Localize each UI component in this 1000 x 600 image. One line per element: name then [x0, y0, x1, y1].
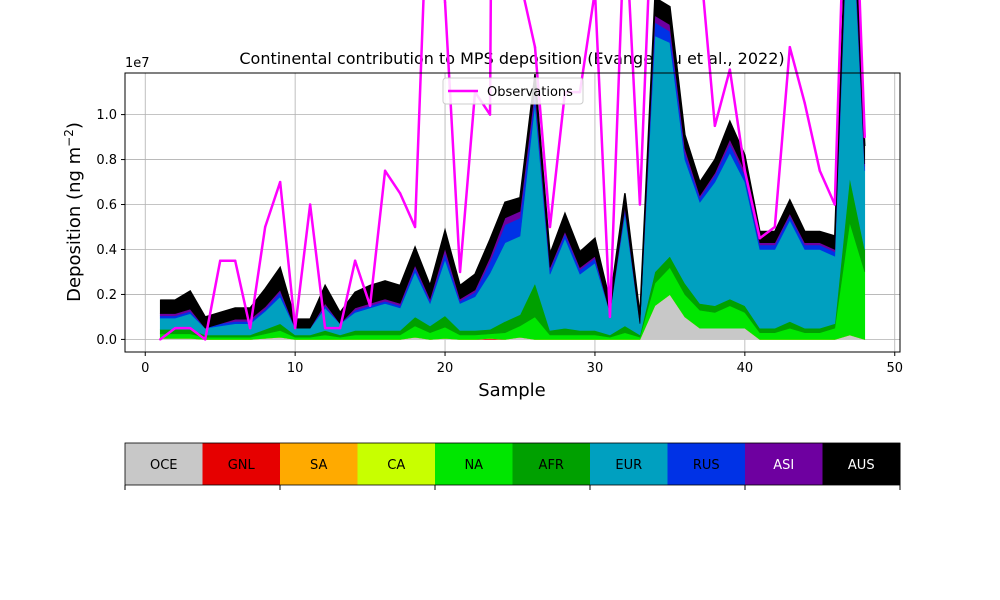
y-tick-label: 0.6	[96, 198, 117, 213]
observation-point	[533, 45, 537, 49]
y-axis-title-close: )	[64, 122, 85, 129]
observation-point	[743, 169, 747, 172]
colorbar-swatch-sa	[280, 443, 358, 485]
observation-point	[159, 338, 162, 341]
observation-point	[608, 315, 612, 319]
observation-point	[308, 203, 312, 206]
observation-point	[189, 326, 192, 330]
colorbar-label-na: NA	[464, 458, 483, 473]
colorbar: OCE GNL SA CA NA AFR EUR RUS ASI AUS	[124, 442, 901, 490]
observation-point	[638, 203, 642, 206]
observation-point	[713, 124, 717, 128]
colorbar-swatch-ca	[357, 443, 436, 485]
colorbar-swatch-oce	[125, 443, 203, 485]
observation-point	[758, 237, 762, 240]
observation-point	[174, 326, 177, 330]
observation-point	[248, 326, 252, 330]
colorbar-swatch-asi	[745, 443, 823, 485]
colorbar-swatch-aus	[822, 443, 901, 485]
colorbar-swatch-na	[435, 443, 513, 485]
colorbar-label-gnl: GNL	[228, 458, 256, 473]
observation-point	[338, 326, 342, 330]
observation-point	[368, 304, 372, 307]
x-axis-title: Sample	[478, 380, 546, 401]
legend-observations-label: Observations	[487, 85, 573, 100]
observation-point	[204, 338, 207, 341]
legend-box	[442, 77, 584, 105]
observation-point	[233, 259, 237, 262]
y-tick-label: 0.4	[96, 243, 117, 258]
observation-point	[773, 225, 777, 229]
colorbar-label-aus: AUS	[848, 458, 875, 473]
colorbar-swatch-eur	[590, 443, 668, 485]
observation-point	[413, 225, 417, 229]
x-tick-label: 40	[737, 361, 754, 376]
observation-point	[863, 135, 866, 139]
observation-point	[818, 169, 821, 172]
y-tick-label: 0.8	[96, 153, 117, 168]
observation-point	[353, 259, 357, 262]
colorbar-label-eur: EUR	[615, 458, 642, 473]
x-axis-ticks: 0 10 20 30 40 50	[141, 352, 903, 376]
x-tick-label: 20	[437, 361, 454, 376]
colorbar-label-ca: CA	[387, 458, 405, 473]
y-axis-title: Deposition (ng m−2)	[62, 122, 85, 302]
observation-point	[443, 0, 447, 4]
colorbar-label-rus: RUS	[693, 458, 720, 473]
chart-title: Continental contribution to MPS depositi…	[239, 49, 784, 68]
plot-frame	[124, 72, 901, 353]
y-tick-label: 0.2	[96, 288, 117, 303]
colorbar-frame	[124, 442, 901, 486]
stacked-areas	[159, 0, 866, 340]
colorbar-label-asi: ASI	[773, 458, 794, 473]
stack-total-line	[160, 0, 866, 320]
colorbar-label-sa: SA	[310, 458, 327, 473]
observation-point	[833, 203, 836, 206]
observation-point	[383, 169, 387, 172]
colorbar-swatch-afr	[512, 443, 591, 485]
observation-point	[293, 326, 297, 330]
y-axis-ticks: 0.0 0.2 0.4 0.6 0.8 1.0	[96, 108, 125, 348]
colorbar-label-afr: AFR	[539, 458, 564, 473]
observation-point	[263, 225, 267, 229]
x-tick-label: 10	[287, 361, 304, 376]
y-axis-title-superscript: −2	[62, 129, 76, 147]
observation-point	[803, 102, 807, 105]
observation-point	[278, 180, 282, 184]
y-axis-title-main: Deposition (ng m	[64, 147, 85, 302]
observation-point	[398, 192, 402, 195]
observation-point	[458, 270, 462, 274]
observations-line	[159, 0, 867, 341]
observation-point	[788, 45, 792, 49]
x-tick-label: 50	[886, 361, 903, 376]
x-tick-label: 30	[587, 361, 604, 376]
y-offset-label: 1e7	[125, 56, 150, 71]
colorbar-label-oce: OCE	[150, 458, 178, 473]
y-tick-label: 1.0	[96, 108, 117, 123]
colorbar-swatch-rus	[667, 443, 746, 485]
observation-point	[728, 68, 732, 71]
observation-point	[218, 259, 222, 262]
observation-point	[323, 326, 327, 330]
y-tick-label: 0.0	[96, 333, 117, 348]
x-tick-label: 0	[141, 361, 149, 376]
observation-point	[488, 113, 492, 116]
colorbar-swatch-gnl	[202, 443, 281, 485]
legend: Observations	[442, 77, 584, 105]
observation-point	[548, 225, 552, 229]
